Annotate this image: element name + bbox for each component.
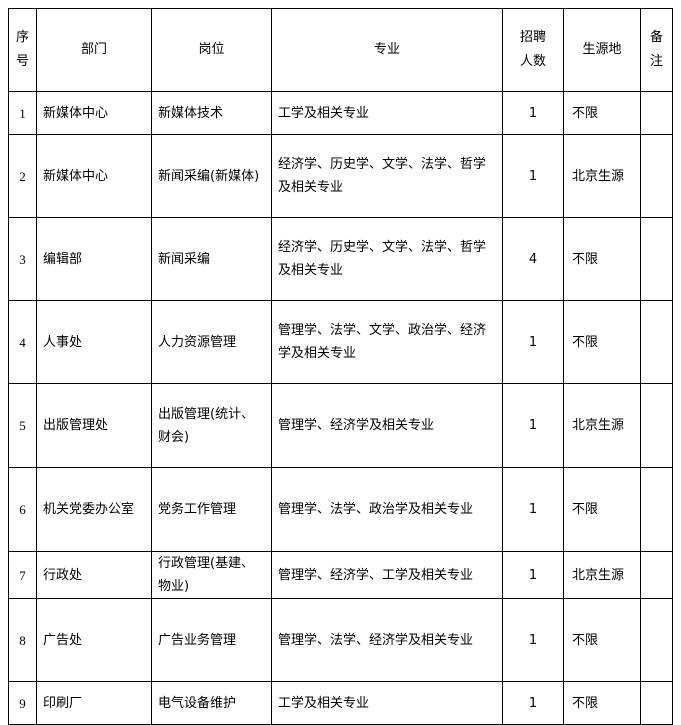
remark-cell bbox=[640, 217, 673, 301]
serial-cell: 6 bbox=[8, 467, 37, 552]
position-cell: 行政管理(基建、物业) bbox=[151, 551, 272, 599]
table-body: 1 新媒体中心 新媒体技术 工学及相关专业 1 不限 2 新媒体中心 新闻采编(新媒体) 经济学、… bbox=[8, 91, 673, 725]
serial-cell: 4 bbox=[8, 300, 37, 384]
department-cell: 行政处 bbox=[36, 551, 152, 599]
serial-cell: 2 bbox=[8, 134, 37, 218]
count-cell: 1 bbox=[502, 91, 564, 135]
count-cell: 1 bbox=[502, 681, 564, 725]
origin-cell: 不限 bbox=[563, 300, 641, 384]
count-cell: 1 bbox=[502, 134, 564, 218]
position-cell: 新闻采编(新媒体) bbox=[151, 134, 272, 218]
remark-cell bbox=[640, 467, 673, 552]
major-cell: 管理学、经济学、工学及相关专业 bbox=[271, 551, 503, 599]
header-cell: 序号 bbox=[8, 8, 37, 92]
header-row: 序号 部门 岗位 专业 招聘人数 生源地 备注 bbox=[8, 8, 673, 92]
remark-cell bbox=[640, 598, 673, 682]
table-row: 3 编辑部 新闻采编 经济学、历史学、文学、法学、哲学及相关专业 4 不限 bbox=[8, 217, 673, 301]
table-row: 6 机关党委办公室 党务工作管理 管理学、法学、政治学及相关专业 1 不限 bbox=[8, 467, 673, 552]
major-cell: 管理学、法学、政治学及相关专业 bbox=[271, 467, 503, 552]
page: 序号 部门 岗位 专业 招聘人数 生源地 备注 1 新媒体中心 新媒体技术 工学及相关专业 1 不限 2… bbox=[8, 8, 673, 725]
major-cell: 经济学、历史学、文学、法学、哲学及相关专业 bbox=[271, 134, 503, 218]
origin-cell: 北京生源 bbox=[563, 551, 641, 599]
position-cell: 新媒体技术 bbox=[151, 91, 272, 135]
major-cell: 工学及相关专业 bbox=[271, 681, 503, 725]
department-cell: 人事处 bbox=[36, 300, 152, 384]
serial-cell: 9 bbox=[8, 681, 37, 725]
header-cell: 部门 bbox=[36, 8, 152, 92]
position-cell: 出版管理(统计、财会) bbox=[151, 383, 272, 468]
table-row: 9 印刷厂 电气设备维护 工学及相关专业 1 不限 bbox=[8, 681, 673, 725]
count-cell: 1 bbox=[502, 598, 564, 682]
count-cell: 1 bbox=[502, 551, 564, 599]
department-cell: 出版管理处 bbox=[36, 383, 152, 468]
recruitment-table: 序号 部门 岗位 专业 招聘人数 生源地 备注 1 新媒体中心 新媒体技术 工学及相关专业 1 不限 2… bbox=[8, 8, 673, 725]
department-cell: 新媒体中心 bbox=[36, 134, 152, 218]
header-cell: 专业 bbox=[271, 8, 503, 92]
remark-cell bbox=[640, 551, 673, 599]
remark-cell bbox=[640, 91, 673, 135]
header-cell: 生源地 bbox=[563, 8, 641, 92]
serial-cell: 5 bbox=[8, 383, 37, 468]
origin-cell: 不限 bbox=[563, 598, 641, 682]
count-cell: 4 bbox=[502, 217, 564, 301]
table-row: 8 广告处 广告业务管理 管理学、法学、经济学及相关专业 1 不限 bbox=[8, 598, 673, 682]
major-cell: 管理学、法学、经济学及相关专业 bbox=[271, 598, 503, 682]
department-cell: 新媒体中心 bbox=[36, 91, 152, 135]
serial-cell: 3 bbox=[8, 217, 37, 301]
serial-cell: 1 bbox=[8, 91, 37, 135]
origin-cell: 不限 bbox=[563, 467, 641, 552]
remark-cell bbox=[640, 681, 673, 725]
position-cell: 广告业务管理 bbox=[151, 598, 272, 682]
table-row: 1 新媒体中心 新媒体技术 工学及相关专业 1 不限 bbox=[8, 91, 673, 135]
position-cell: 电气设备维护 bbox=[151, 681, 272, 725]
department-cell: 编辑部 bbox=[36, 217, 152, 301]
header-cell: 岗位 bbox=[151, 8, 272, 92]
major-cell: 经济学、历史学、文学、法学、哲学及相关专业 bbox=[271, 217, 503, 301]
remark-cell bbox=[640, 300, 673, 384]
header-cell: 招聘人数 bbox=[502, 8, 564, 92]
table-row: 7 行政处 行政管理(基建、物业) 管理学、经济学、工学及相关专业 1 北京生源 bbox=[8, 551, 673, 599]
department-cell: 印刷厂 bbox=[36, 681, 152, 725]
origin-cell: 不限 bbox=[563, 217, 641, 301]
position-cell: 人力资源管理 bbox=[151, 300, 272, 384]
count-cell: 1 bbox=[502, 383, 564, 468]
remark-cell bbox=[640, 383, 673, 468]
major-cell: 工学及相关专业 bbox=[271, 91, 503, 135]
department-cell: 广告处 bbox=[36, 598, 152, 682]
header-cell: 备注 bbox=[640, 8, 673, 92]
count-cell: 1 bbox=[502, 300, 564, 384]
origin-cell: 不限 bbox=[563, 91, 641, 135]
table-row: 4 人事处 人力资源管理 管理学、法学、文学、政治学、经济学及相关专业 1 不限 bbox=[8, 300, 673, 384]
table-row: 2 新媒体中心 新闻采编(新媒体) 经济学、历史学、文学、法学、哲学及相关专业 1 北京生… bbox=[8, 134, 673, 218]
major-cell: 管理学、法学、文学、政治学、经济学及相关专业 bbox=[271, 300, 503, 384]
serial-cell: 8 bbox=[8, 598, 37, 682]
remark-cell bbox=[640, 134, 673, 218]
table-row: 5 出版管理处 出版管理(统计、财会) 管理学、经济学及相关专业 1 北京生源 bbox=[8, 383, 673, 468]
serial-cell: 7 bbox=[8, 551, 37, 599]
origin-cell: 北京生源 bbox=[563, 134, 641, 218]
position-cell: 党务工作管理 bbox=[151, 467, 272, 552]
department-cell: 机关党委办公室 bbox=[36, 467, 152, 552]
major-cell: 管理学、经济学及相关专业 bbox=[271, 383, 503, 468]
count-cell: 1 bbox=[502, 467, 564, 552]
origin-cell: 北京生源 bbox=[563, 383, 641, 468]
origin-cell: 不限 bbox=[563, 681, 641, 725]
position-cell: 新闻采编 bbox=[151, 217, 272, 301]
